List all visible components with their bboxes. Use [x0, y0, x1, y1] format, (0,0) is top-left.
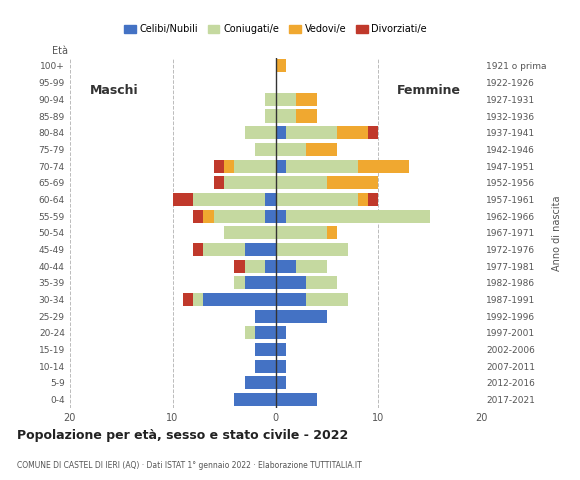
Bar: [265, 109, 276, 122]
Bar: [234, 159, 276, 173]
Text: COMUNE DI CASTEL DI IERI (AQ) · Dati ISTAT 1° gennaio 2022 · Elaborazione TUTTIT: COMUNE DI CASTEL DI IERI (AQ) · Dati IST…: [17, 461, 362, 470]
Bar: [276, 159, 286, 173]
Bar: [193, 293, 204, 306]
Bar: [245, 243, 276, 256]
Bar: [276, 260, 296, 273]
Bar: [245, 260, 265, 273]
Bar: [286, 126, 338, 139]
Bar: [255, 310, 276, 323]
Bar: [265, 193, 276, 206]
Bar: [255, 360, 276, 373]
Text: Popolazione per età, sesso e stato civile - 2022: Popolazione per età, sesso e stato civil…: [17, 429, 349, 442]
Bar: [204, 293, 276, 306]
Bar: [255, 326, 276, 339]
Bar: [306, 276, 337, 289]
Bar: [193, 193, 265, 206]
Bar: [276, 310, 327, 323]
Bar: [327, 176, 379, 189]
Bar: [276, 226, 327, 240]
Bar: [224, 176, 276, 189]
Bar: [276, 376, 286, 389]
Bar: [276, 276, 306, 289]
Bar: [204, 243, 245, 256]
Bar: [286, 159, 358, 173]
Bar: [276, 210, 286, 223]
Bar: [255, 143, 276, 156]
Bar: [265, 210, 276, 223]
Bar: [224, 159, 234, 173]
Y-axis label: Anno di nascita: Anno di nascita: [552, 195, 563, 271]
Bar: [234, 260, 245, 273]
Bar: [255, 343, 276, 356]
Bar: [265, 260, 276, 273]
Bar: [193, 243, 204, 256]
Bar: [286, 210, 430, 223]
Bar: [204, 210, 214, 223]
Bar: [245, 126, 276, 139]
Bar: [296, 93, 317, 106]
Bar: [276, 109, 296, 122]
Bar: [306, 143, 337, 156]
Bar: [245, 326, 255, 339]
Bar: [276, 293, 306, 306]
Bar: [337, 126, 368, 139]
Bar: [276, 60, 286, 72]
Legend: Celibi/Nubili, Coniugati/e, Vedovi/e, Divorziati/e: Celibi/Nubili, Coniugati/e, Vedovi/e, Di…: [120, 21, 431, 38]
Bar: [276, 193, 358, 206]
Bar: [296, 109, 317, 122]
Text: Femmine: Femmine: [397, 84, 461, 97]
Bar: [368, 126, 378, 139]
Text: Età: Età: [52, 46, 67, 56]
Bar: [245, 376, 276, 389]
Bar: [265, 93, 276, 106]
Bar: [224, 226, 276, 240]
Bar: [245, 276, 276, 289]
Bar: [173, 193, 193, 206]
Bar: [183, 293, 193, 306]
Bar: [327, 226, 338, 240]
Bar: [306, 293, 347, 306]
Bar: [193, 210, 204, 223]
Bar: [276, 126, 286, 139]
Bar: [276, 93, 296, 106]
Bar: [358, 193, 368, 206]
Bar: [276, 326, 286, 339]
Bar: [276, 143, 306, 156]
Bar: [358, 159, 409, 173]
Bar: [234, 393, 276, 406]
Bar: [276, 343, 286, 356]
Text: Maschi: Maschi: [90, 84, 139, 97]
Bar: [368, 193, 378, 206]
Bar: [276, 176, 327, 189]
Bar: [296, 260, 327, 273]
Bar: [234, 276, 245, 289]
Bar: [213, 210, 265, 223]
Bar: [276, 393, 317, 406]
Bar: [276, 243, 347, 256]
Bar: [214, 159, 224, 173]
Bar: [214, 176, 224, 189]
Bar: [276, 360, 286, 373]
